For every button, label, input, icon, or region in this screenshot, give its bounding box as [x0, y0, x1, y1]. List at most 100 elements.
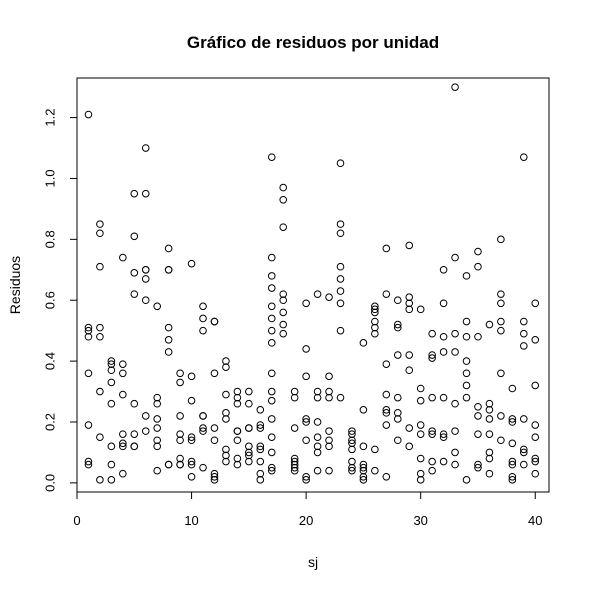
data-point: [474, 332, 482, 341]
data-point: [164, 244, 173, 253]
data-point: [245, 448, 253, 457]
data-point: [531, 433, 540, 442]
data-point: [222, 415, 230, 423]
data-point: [153, 399, 161, 408]
data-point: [119, 442, 127, 451]
data-point: [348, 445, 356, 454]
data-point: [348, 466, 356, 475]
data-point: [325, 442, 333, 451]
data-point: [119, 369, 127, 378]
data-point: [485, 406, 494, 414]
data-point: [531, 457, 540, 466]
data-point: [508, 418, 517, 426]
data-point: [84, 323, 93, 332]
data-point: [164, 348, 173, 356]
data-point: [359, 463, 368, 472]
data-point: [176, 436, 184, 445]
data-point: [302, 436, 310, 445]
data-point: [176, 369, 184, 378]
data-point: [187, 457, 196, 466]
data-point: [302, 476, 310, 484]
data-point: [119, 390, 127, 399]
data-point: [199, 326, 207, 335]
data-point: [416, 384, 425, 393]
data-point: [497, 299, 505, 308]
data-point: [497, 436, 505, 445]
data-point: [176, 430, 184, 438]
x-tick-label: 0: [73, 513, 80, 528]
data-point: [313, 418, 322, 426]
data-point: [267, 463, 276, 472]
data-point: [474, 430, 482, 438]
data-point: [325, 387, 333, 396]
data-point: [508, 384, 517, 393]
data-point: [371, 445, 379, 454]
data-point: [439, 430, 448, 438]
data-point: [382, 421, 391, 429]
data-point: [485, 320, 494, 329]
data-point: [153, 393, 161, 402]
data-point: [279, 195, 288, 204]
data-point: [210, 317, 219, 326]
data-point: [428, 457, 436, 466]
data-point: [119, 253, 127, 262]
data-point: [107, 399, 116, 408]
data-point: [107, 366, 116, 375]
data-point: [393, 436, 402, 445]
y-tick-label: 0.8: [42, 230, 57, 248]
data-point: [336, 275, 345, 283]
data-point: [416, 421, 425, 429]
data-point: [279, 308, 288, 317]
data-point: [279, 290, 288, 298]
data-point: [176, 378, 184, 387]
data-point: [256, 424, 265, 432]
data-point: [497, 317, 505, 326]
data-point: [428, 430, 436, 438]
data-point: [245, 451, 253, 460]
data-point: [267, 314, 276, 323]
data-point: [187, 433, 196, 442]
data-point: [371, 305, 379, 314]
data-point: [393, 296, 402, 305]
data-point: [313, 433, 322, 442]
data-point: [416, 469, 425, 478]
data-point: [348, 427, 356, 435]
data-point: [119, 469, 127, 478]
data-point: [210, 369, 219, 378]
data-point: [233, 460, 242, 469]
data-point: [497, 235, 505, 244]
data-point: [508, 476, 517, 484]
data-point: [210, 476, 219, 484]
data-point: [416, 305, 425, 314]
data-point: [348, 430, 356, 438]
data-point: [96, 387, 104, 396]
data-point: [382, 290, 391, 298]
data-point: [405, 293, 414, 301]
data-point: [107, 476, 116, 484]
data-point: [348, 457, 356, 466]
data-point: [382, 390, 391, 399]
data-point: [416, 396, 425, 405]
data-point: [210, 424, 219, 432]
data-point: [336, 299, 345, 308]
y-tick-label: 0.6: [42, 291, 57, 309]
data-point: [531, 469, 540, 478]
data-point: [462, 272, 471, 280]
data-point: [141, 275, 150, 283]
data-point: [313, 393, 322, 402]
data-point: [359, 406, 368, 414]
data-point: [371, 317, 379, 326]
data-point: [290, 393, 299, 402]
data-point: [176, 454, 184, 463]
data-point: [222, 357, 230, 365]
data-point: [485, 454, 494, 463]
data-point: [359, 442, 368, 451]
data-point: [141, 412, 150, 420]
data-point: [451, 460, 459, 469]
data-point: [187, 436, 196, 445]
data-point: [267, 369, 276, 378]
data-point: [199, 463, 207, 472]
data-point: [256, 442, 265, 451]
data-point: [336, 326, 345, 335]
data-point: [359, 472, 368, 481]
